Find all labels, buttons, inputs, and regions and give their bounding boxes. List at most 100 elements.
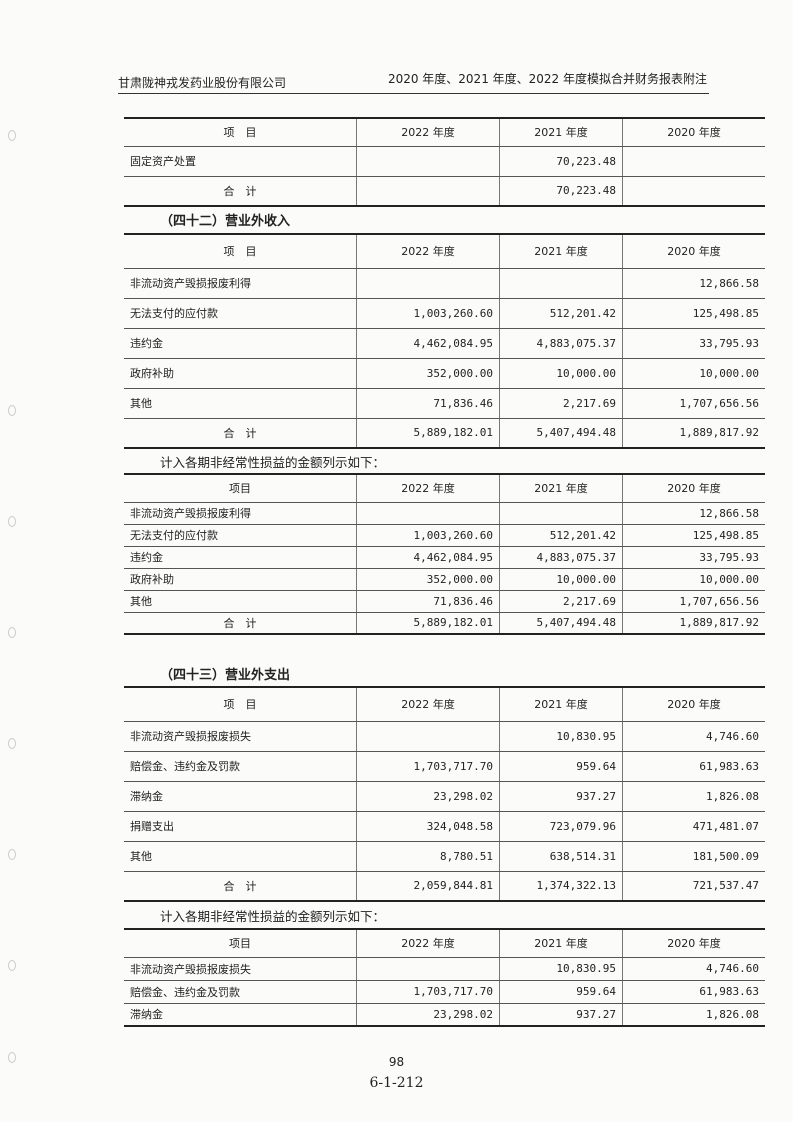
table-cell: 8,780.51 — [356, 840, 500, 872]
table-cell: 10,000.00 — [622, 357, 765, 389]
table-cell: 638,514.31 — [499, 840, 623, 872]
page-number: 98 — [388, 1055, 405, 1069]
table-cell: 125,498.85 — [622, 297, 765, 329]
table-cell: 512,201.42 — [499, 297, 623, 329]
table-cell: 无法支付的应付款 — [124, 523, 357, 547]
non-operating-expense-table: 项 目 2022 年度 2021 年度 2020 年度 非流动资产毁损报废损失 10,83… — [124, 686, 765, 902]
table-cell: 2020 年度 — [622, 928, 765, 958]
table-cell: 其他 — [124, 387, 357, 419]
table-cell: 1,003,260.60 — [356, 523, 500, 547]
table-cell: 5,407,494.48 — [499, 611, 623, 635]
table-row: 捐赠支出 324,048.58 723,079.96 471,481.07 — [124, 810, 765, 842]
expense-nonrecurring-table: 项目 2022 年度 2021 年度 2020 年度 非流动资产毁损报废损失 10,830… — [124, 928, 765, 1027]
table-cell — [499, 501, 623, 525]
table-cell: 无法支付的应付款 — [124, 297, 357, 329]
header-rule — [118, 93, 709, 94]
table-cell: 471,481.07 — [622, 810, 765, 842]
table-total-row: 合 计 5,889,182.01 5,407,494.48 1,889,817.92 — [124, 611, 765, 635]
table-cell: 33,795.93 — [622, 327, 765, 359]
table-cell: 非流动资产毁损报废损失 — [124, 956, 357, 981]
table-cell: 政府补助 — [124, 567, 357, 591]
table-cell: 4,462,084.95 — [356, 327, 500, 359]
table-cell: 324,048.58 — [356, 810, 500, 842]
table-cell: 非流动资产毁损报废利得 — [124, 501, 357, 525]
binding-hole — [8, 405, 16, 416]
table-row: 其他 71,836.46 2,217.69 1,707,656.56 — [124, 589, 765, 613]
table-cell: 1,826.08 — [622, 1002, 765, 1027]
table-cell: 352,000.00 — [356, 357, 500, 389]
table-total-row: 合 计 70,223.48 — [124, 175, 765, 207]
table-cell: 固定资产处置 — [124, 145, 357, 177]
table-row: 非流动资产毁损报废利得 12,866.58 — [124, 267, 765, 299]
table-cell: 10,830.95 — [499, 956, 623, 981]
table-cell: 合 计 — [124, 175, 357, 207]
table-cell: 723,079.96 — [499, 810, 623, 842]
table-cell: 合 计 — [124, 611, 357, 635]
binding-hole — [8, 516, 16, 527]
table-cell: 其他 — [124, 840, 357, 872]
header-company: 甘肃陇神戎发药业股份有限公司 — [118, 76, 287, 90]
table-cell: 512,201.42 — [499, 523, 623, 547]
table-cell: 721,537.47 — [622, 870, 765, 902]
table-cell: 10,000.00 — [499, 357, 623, 389]
table-row: 滞纳金 23,298.02 937.27 1,826.08 — [124, 780, 765, 812]
table-cell: 937.27 — [499, 780, 623, 812]
table-cell: 181,500.09 — [622, 840, 765, 872]
table-cell: 4,746.60 — [622, 720, 765, 752]
table-cell: 项 目 — [124, 686, 357, 722]
table-cell: 23,298.02 — [356, 780, 500, 812]
table-total-row: 合 计 2,059,844.81 1,374,322.13 721,537.47 — [124, 870, 765, 902]
table-cell: 项目 — [124, 928, 357, 958]
table-cell: 项 目 — [124, 233, 357, 269]
table-cell: 其他 — [124, 589, 357, 613]
table-cell: 5,889,182.01 — [356, 611, 500, 635]
binding-hole — [8, 627, 16, 638]
table-cell: 违约金 — [124, 327, 357, 359]
table-cell: 2022 年度 — [356, 928, 500, 958]
table-cell: 1,374,322.13 — [499, 870, 623, 902]
table-cell: 1,889,817.92 — [622, 417, 765, 449]
table-cell: 2021 年度 — [499, 233, 623, 269]
table-cell: 61,983.63 — [622, 750, 765, 782]
note-income: 计入各期非经常性损益的金额列示如下： — [160, 455, 386, 470]
table-row: 非流动资产毁损报废损失 10,830.95 4,746.60 — [124, 720, 765, 752]
table-cell: 33,795.93 — [622, 545, 765, 569]
table-cell: 2022 年度 — [356, 473, 500, 503]
table-cell: 滞纳金 — [124, 780, 357, 812]
table-cell: 2021 年度 — [499, 473, 623, 503]
table-cell: 2021 年度 — [499, 117, 623, 147]
table-cell: 959.64 — [499, 979, 623, 1004]
table-row: 固定资产处置 70,223.48 — [124, 145, 765, 177]
table-cell: 1,826.08 — [622, 780, 765, 812]
table-cell: 71,836.46 — [356, 387, 500, 419]
table-row: 违约金 4,462,084.95 4,883,075.37 33,795.93 — [124, 545, 765, 569]
table-cell: 959.64 — [499, 750, 623, 782]
table-cell: 违约金 — [124, 545, 357, 569]
table-cell: 10,000.00 — [622, 567, 765, 591]
table-cell: 1,003,260.60 — [356, 297, 500, 329]
table-cell: 5,407,494.48 — [499, 417, 623, 449]
table-cell: 125,498.85 — [622, 523, 765, 547]
table-cell — [356, 956, 500, 981]
binding-hole — [8, 849, 16, 860]
binding-hole — [8, 960, 16, 971]
table-cell — [499, 267, 623, 299]
table-cell: 项 目 — [124, 117, 357, 147]
table-total-row: 合 计 5,889,182.01 5,407,494.48 1,889,817.92 — [124, 417, 765, 449]
table-cell: 2,217.69 — [499, 387, 623, 419]
table-cell: 2020 年度 — [622, 117, 765, 147]
asset-disposal-table: 项 目 2022 年度 2021 年度 2020 年度 固定资产处置 70,223.48 合… — [124, 117, 765, 207]
section-42-title: （四十二）营业外收入 — [160, 214, 291, 229]
table-cell: 352,000.00 — [356, 567, 500, 591]
table-header-row: 项目 2022 年度 2021 年度 2020 年度 — [124, 473, 765, 503]
table-cell: 10,000.00 — [499, 567, 623, 591]
table-cell: 937.27 — [499, 1002, 623, 1027]
table-cell: 2,059,844.81 — [356, 870, 500, 902]
table-cell: 4,883,075.37 — [499, 545, 623, 569]
table-cell — [356, 175, 500, 207]
table-row: 其他 8,780.51 638,514.31 181,500.09 — [124, 840, 765, 872]
table-cell: 1,703,717.70 — [356, 979, 500, 1004]
table-cell: 2022 年度 — [356, 117, 500, 147]
table-cell: 12,866.58 — [622, 501, 765, 525]
